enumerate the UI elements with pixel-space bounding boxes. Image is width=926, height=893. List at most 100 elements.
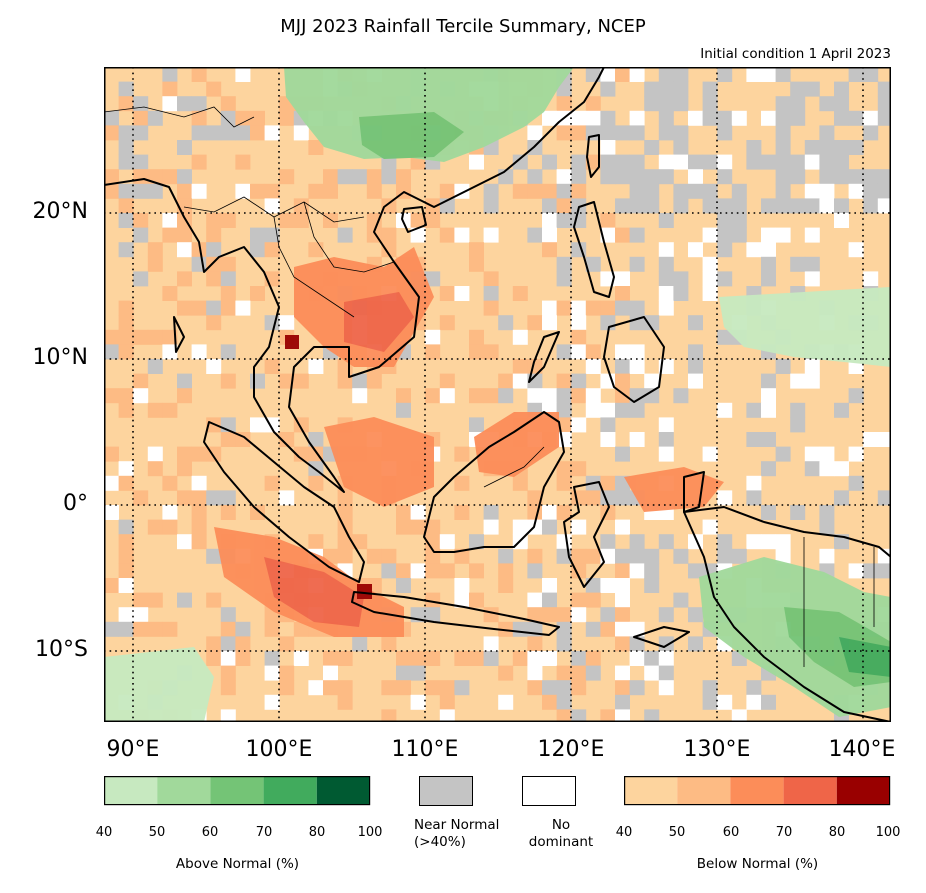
map-cell (206, 548, 222, 564)
map-cell (177, 300, 192, 316)
map-cell (761, 256, 776, 272)
map-cell (629, 154, 645, 170)
map-cell (410, 519, 426, 535)
map-cell (191, 67, 207, 82)
map-cell (702, 183, 718, 199)
map-cell (235, 67, 251, 82)
map-cell (834, 140, 849, 155)
map-cell (819, 183, 835, 199)
map-cell (527, 563, 543, 579)
map-cell (615, 548, 630, 564)
border-line-3 (303, 201, 395, 273)
coastlines (104, 67, 891, 722)
map-cell (469, 154, 484, 170)
map-cell (527, 592, 543, 608)
map-cell (104, 505, 119, 520)
map-cell (279, 665, 295, 681)
above-swatch-40-50 (104, 776, 158, 805)
map-cell (556, 694, 572, 710)
map-cell (819, 446, 835, 462)
map-cell (658, 81, 674, 97)
map-cell (337, 694, 353, 710)
map-cell (848, 475, 864, 491)
map-cell (512, 286, 528, 301)
map-cell (746, 402, 762, 418)
map-cell (191, 344, 207, 360)
map-cell (396, 651, 411, 666)
map-cell (804, 183, 820, 199)
map-cell (162, 519, 178, 535)
map-cell (104, 475, 119, 491)
map-cell (688, 373, 703, 389)
map-cell (177, 373, 192, 389)
map-cell (352, 169, 368, 185)
map-cell (746, 432, 762, 447)
map-cell (863, 271, 879, 287)
map-cell (629, 227, 645, 243)
map-cell (279, 373, 295, 389)
map-cell (118, 548, 134, 564)
map-cell (133, 271, 149, 287)
map-cell (673, 198, 689, 214)
map-cell (220, 300, 236, 316)
map-cell (629, 651, 645, 666)
map-cell (761, 198, 776, 214)
map-cell (644, 315, 660, 331)
map-cell (118, 213, 134, 228)
map-cell (542, 198, 557, 214)
map-cell (556, 621, 572, 637)
map-cell (469, 242, 484, 258)
above-normal-sw (104, 647, 214, 722)
map-cell (629, 388, 645, 404)
map-cell (220, 651, 236, 666)
map-cell (133, 110, 149, 126)
map-cell (644, 709, 660, 722)
map-cell (381, 709, 397, 722)
map-cell (775, 154, 791, 170)
map-cell (250, 417, 265, 433)
map-cell (264, 694, 280, 710)
map-cell (556, 271, 572, 287)
map-cell (731, 227, 747, 243)
map-cell (147, 519, 163, 535)
map-cell (819, 154, 835, 170)
map-cell (118, 198, 134, 214)
coast-new-guinea (683, 506, 891, 722)
map-cell (761, 534, 776, 550)
map-cell (819, 125, 835, 141)
map-cell (118, 242, 134, 258)
map-cell (483, 271, 499, 287)
map-cell (571, 665, 587, 681)
map-cell (615, 67, 630, 82)
map-cell (177, 96, 192, 112)
map-cell (206, 359, 222, 374)
map-cell (761, 67, 776, 82)
map-cell (206, 125, 222, 141)
above-normal-caption: Above Normal (%) (175, 856, 300, 872)
map-cell (308, 242, 324, 258)
map-cell (527, 665, 543, 681)
map-cell (104, 125, 119, 141)
map-cell (585, 359, 601, 374)
map-cell (585, 548, 601, 564)
map-cell (600, 300, 616, 316)
map-cell (147, 329, 163, 345)
map-cell (220, 271, 236, 287)
map-cell (469, 417, 484, 433)
map-cell (819, 140, 835, 155)
map-cell (702, 271, 718, 287)
map-cell (688, 242, 703, 258)
no-dominant-label-line2: dominant (528, 834, 594, 850)
map-cell (191, 300, 207, 316)
map-cell (717, 169, 733, 185)
map-cell (790, 256, 806, 272)
map-cell (702, 110, 718, 126)
map-cell (673, 271, 689, 287)
map-cell (469, 651, 484, 666)
map-title: MJJ 2023 Rainfall Tercile Summary, NCEP (280, 16, 646, 37)
map-cell (527, 680, 543, 696)
map-cell (834, 110, 849, 126)
graticule (104, 67, 891, 722)
map-cell (264, 665, 280, 681)
below-tick-50: 50 (668, 825, 686, 840)
